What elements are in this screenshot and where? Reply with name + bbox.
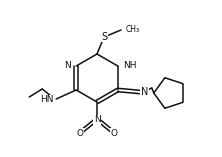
Text: NH: NH bbox=[123, 62, 136, 70]
Text: N: N bbox=[94, 116, 100, 125]
Text: CH₃: CH₃ bbox=[126, 24, 140, 33]
Text: HN: HN bbox=[40, 95, 53, 105]
Text: N: N bbox=[64, 62, 71, 70]
Text: S: S bbox=[101, 32, 107, 42]
Text: O: O bbox=[77, 128, 83, 138]
Text: O: O bbox=[111, 128, 117, 138]
Text: N: N bbox=[141, 87, 148, 97]
